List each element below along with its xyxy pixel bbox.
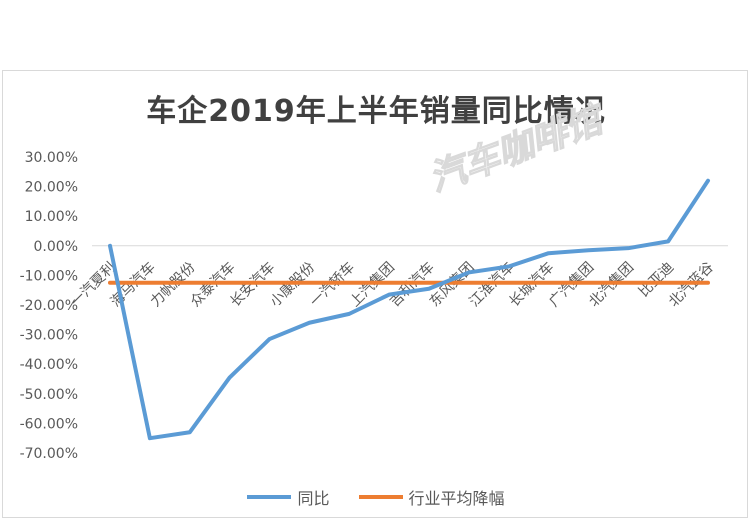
y-tick-label: -10.00% bbox=[20, 268, 78, 284]
y-tick-label: 30.00% bbox=[25, 150, 78, 166]
legend-swatch-yoy bbox=[247, 495, 292, 499]
series-layer bbox=[108, 178, 710, 441]
y-tick-label: 20.00% bbox=[25, 180, 78, 196]
legend-label-industry-avg: 行业平均降幅 bbox=[408, 489, 505, 508]
legend-item-industry-avg: 行业平均降幅 bbox=[358, 485, 505, 509]
y-tick-label: -30.00% bbox=[20, 328, 78, 344]
y-tick-label: 0.00% bbox=[34, 239, 78, 255]
y-tick-label: -40.00% bbox=[20, 357, 78, 373]
chart-title: 车企2019年上半年销量同比情况 bbox=[146, 94, 606, 129]
series-line-yoy bbox=[108, 178, 710, 441]
legend-item-yoy: 同比 bbox=[247, 485, 329, 509]
legend: 同比 行业平均降幅 bbox=[0, 484, 752, 509]
x-axis: 一汽夏利海马汽车力帆股份众泰汽车长安汽车小康股份一汽轿车上汽集团吉利汽车东风集团… bbox=[68, 245, 728, 310]
y-tick-label: -60.00% bbox=[20, 416, 78, 432]
y-tick-label: -50.00% bbox=[20, 387, 78, 403]
y-tick-label: 10.00% bbox=[25, 209, 78, 225]
chart-frame bbox=[2, 70, 748, 518]
legend-swatch-industry-avg bbox=[358, 495, 403, 499]
y-axis: 30.00% 20.00% 10.00% 0.00% -10.00% -20.00% -30… bbox=[20, 150, 78, 462]
y-tick-label: -70.00% bbox=[20, 446, 78, 462]
legend-label-yoy: 同比 bbox=[297, 489, 330, 508]
y-tick-label: -20.00% bbox=[20, 298, 78, 314]
